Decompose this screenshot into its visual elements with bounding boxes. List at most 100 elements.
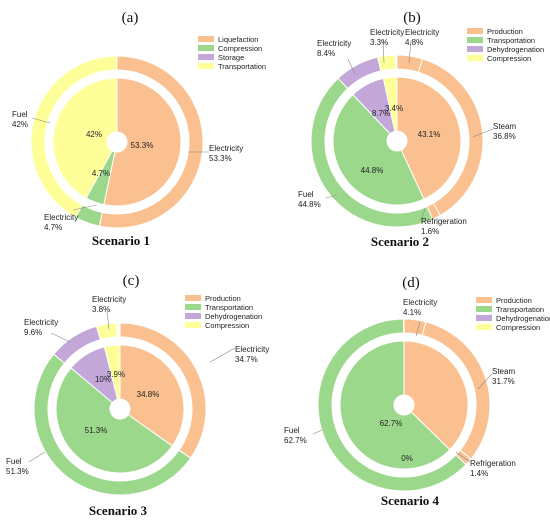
panel-label: (c) [123,273,140,289]
outer-label: Electricity [235,345,269,354]
inner-value: 51.3% [85,426,108,435]
legend-swatch [467,37,483,43]
panel-label: (b) [403,10,421,26]
leader-line [472,128,494,138]
inner-slice [382,76,398,132]
inner-slice [396,76,462,200]
panel-label: (d) [402,275,420,291]
outer-label: Electricity [92,295,126,304]
legend: ProductionTransportationDehydrogenationC… [476,296,550,332]
inner-value: 43.1% [418,130,441,139]
outer-value: 51.3% [6,467,29,476]
inner-slice [332,93,425,206]
outer-slice [95,322,118,341]
legend-swatch [198,36,214,42]
outer-label: Refrigeration [470,459,516,468]
legend-entry: Production [496,296,532,305]
outer-value: 34.7% [235,355,258,364]
legend-swatch [185,304,201,310]
leader-line [420,208,426,221]
legend-entry: Dehydrogenation [487,45,544,54]
outer-value: 4.1% [403,308,421,317]
inner-ring [332,76,462,206]
outer-label: Electricity [317,39,351,48]
legend-swatch [467,28,483,34]
outer-ring [310,54,484,228]
outer-label: Fuel [298,190,314,199]
outer-value: 4.8% [405,38,423,47]
outer-slice [317,318,467,492]
outer-label: Fuel [284,426,300,435]
outer-value: 44.8% [298,200,321,209]
leader-line [28,451,46,463]
outer-value: 8.4% [317,49,335,58]
leader-line [325,194,338,199]
legend-swatch [198,54,214,60]
leader-line [50,332,71,343]
legend-entry: Liquefaction [218,35,258,44]
outer-label: Electricity [24,318,58,327]
inner-value: 8.7% [372,109,390,118]
inner-value: 62.7% [380,419,403,428]
outer-value: 42% [12,120,28,129]
inner-slice [403,340,469,451]
outer-label: Fuel [12,110,28,119]
leader-line [347,58,356,75]
legend-swatch [476,315,492,321]
legend-swatch [198,45,214,51]
inner-slice [52,77,118,199]
inner-ring [52,77,182,207]
inner-slice [55,367,173,474]
outer-value: 1.6% [421,227,439,236]
legend: LiquefactionCompressionStorageTransporta… [198,35,266,71]
legend-entry: Transportation [496,305,544,314]
inner-value: 53.3% [131,141,154,150]
legend-entry: Storage [218,53,244,62]
panel-label: (a) [122,10,139,26]
panel-1: (a)Scenario 1Electricity53.3%Electricity… [12,10,266,248]
outer-label: Fuel [6,457,22,466]
outer-value: 36.8% [493,132,516,141]
leader-line [408,39,412,64]
inner-value: 44.8% [361,166,384,175]
scenario-title: Scenario 2 [371,234,429,249]
legend-swatch [185,313,201,319]
legend-entry: Compression [496,323,540,332]
outer-value: 3.3% [370,38,388,47]
legend-swatch [198,63,214,69]
scenario-title: Scenario 3 [89,503,148,518]
inner-ring [55,344,185,474]
scenario-title: Scenario 4 [381,493,440,508]
legend-swatch [476,297,492,303]
legend-swatch [185,295,201,301]
inner-slice [103,344,121,400]
outer-value: 1.4% [470,469,488,478]
inner-ring [339,340,469,470]
legend: ProductionTransportationDehydrogenationC… [467,27,544,63]
outer-label: Electricity [403,298,437,307]
leader-line [106,311,110,330]
outer-value: 3.8% [92,305,110,314]
outer-slice [30,55,118,219]
outer-label: Refrigeration [421,217,467,226]
outer-value: 53.3% [209,154,232,163]
legend-swatch [476,324,492,330]
leader-line [382,39,385,64]
outer-value: 62.7% [284,436,307,445]
outer-ring [30,55,204,229]
leader-line [455,451,471,463]
panel-3: (c)Scenario 3Electricity34.7%Fuel51.3%El… [6,273,269,518]
inner-slice [119,344,185,447]
outer-label: Electricity [405,28,439,37]
outer-label: Electricity [370,28,404,37]
leader-line [209,347,236,363]
inner-value: 0% [401,454,413,463]
inner-slice [339,340,451,470]
panel-2: (b)Scenario 2Electricity4.8%Steam36.8%Re… [298,10,544,249]
legend-entry: Compression [487,54,531,63]
inner-value: 4.7% [92,169,110,178]
inner-value: 10% [95,375,111,384]
inner-value: 3.9% [107,370,125,379]
legend-swatch [185,322,201,328]
